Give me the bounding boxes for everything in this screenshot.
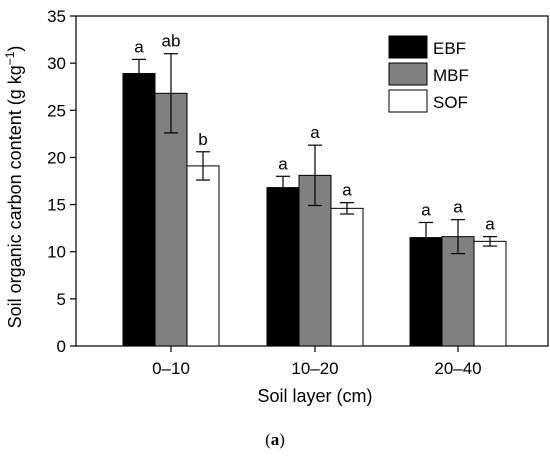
y-tick-label: 30 bbox=[47, 54, 66, 73]
x-axis-title: Soil layer (cm) bbox=[257, 386, 372, 406]
significance-letter: a bbox=[278, 154, 288, 173]
error-bars bbox=[132, 53, 497, 255]
legend-swatch-ebf bbox=[388, 35, 428, 59]
y-tick-label: 10 bbox=[47, 243, 66, 262]
significance-letter: b bbox=[198, 130, 207, 149]
y-tick-label: 35 bbox=[47, 7, 66, 26]
y-tick-label: 25 bbox=[47, 101, 66, 120]
x-tick-label: 10–20 bbox=[291, 359, 338, 378]
x-tick-label: 20–40 bbox=[434, 359, 481, 378]
y-tick-label: 0 bbox=[57, 337, 66, 356]
significance-letter: a bbox=[485, 215, 495, 234]
y-axis-title-superscript: −1 bbox=[3, 51, 17, 65]
significance-letter: a bbox=[310, 123, 320, 142]
x-tick-label: 0–10 bbox=[152, 359, 190, 378]
legend-swatch-sof bbox=[388, 89, 428, 113]
legend-label-sof: SOF bbox=[433, 93, 468, 112]
tick-labels: 0 5 10 15 20 25 30 35 0–10 10–20 20–40 bbox=[47, 7, 482, 378]
significance-letter: a bbox=[421, 200, 431, 219]
bar-sof bbox=[473, 240, 507, 347]
bar-ebf bbox=[122, 73, 156, 347]
significance-letter: ab bbox=[162, 32, 181, 51]
legend-swatch-mbf bbox=[388, 62, 428, 86]
bar-mbf bbox=[154, 92, 188, 347]
y-axis-title: Soil organic carbon content (g kg−1) bbox=[3, 46, 25, 329]
legend: EBF MBF SOF bbox=[388, 35, 469, 113]
y-tick-label: 20 bbox=[47, 148, 66, 167]
bar-sof bbox=[186, 165, 220, 347]
legend-label-mbf: MBF bbox=[433, 66, 469, 85]
bars bbox=[122, 73, 507, 347]
y-axis-title-close: ) bbox=[5, 46, 25, 52]
legend-label-ebf: EBF bbox=[433, 39, 466, 58]
bar-sof bbox=[330, 207, 364, 347]
significance-letter: a bbox=[453, 198, 463, 217]
y-tick-label: 15 bbox=[47, 196, 66, 215]
bar-ebf bbox=[266, 187, 300, 347]
significance-letter: a bbox=[134, 37, 144, 56]
significance-letter: a bbox=[342, 181, 352, 200]
y-tick-label: 5 bbox=[57, 290, 66, 309]
panel-label: (a) bbox=[265, 430, 285, 449]
bar-ebf bbox=[409, 237, 443, 347]
